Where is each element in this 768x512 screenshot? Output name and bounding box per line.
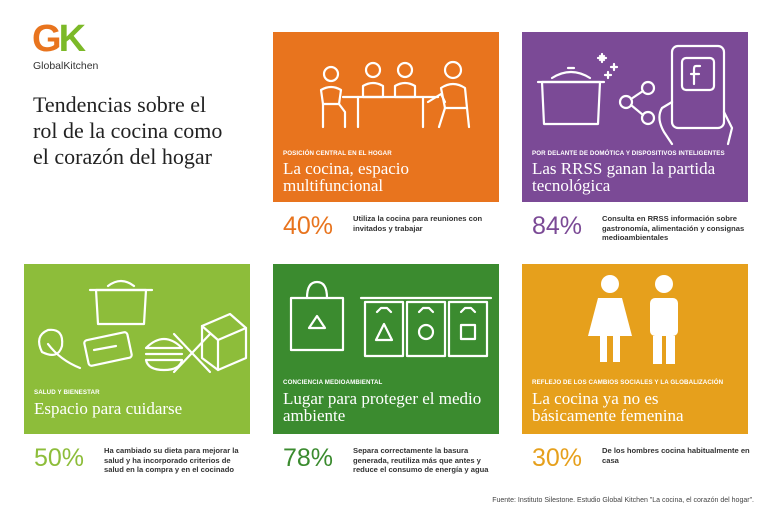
- global-kitchen-logo: GK GlobalKitchen: [32, 18, 122, 72]
- card-kicker: Reflejo de los cambios sociales y la glo…: [532, 379, 724, 386]
- stat-percent: 84%: [532, 212, 583, 240]
- stat-percent: 78%: [283, 444, 334, 472]
- stat-percent: 40%: [283, 212, 334, 240]
- card-title: Las RRSS ganan la partida tecnológica: [532, 159, 716, 195]
- card-title: Lugar para proteger el medio ambiente: [283, 389, 482, 425]
- card-title: La cocina, espacio multifuncional: [283, 159, 410, 195]
- card-kicker: Conciencia medioambiental: [283, 379, 383, 386]
- card-kicker: Posición central en el hogar: [283, 150, 392, 157]
- logo-mark: GK: [32, 18, 86, 60]
- stat-percent: 30%: [532, 444, 583, 472]
- card-title: Espacio para cuidarse: [34, 399, 183, 418]
- stat-description: Consulta en RRSS información sobre gastr…: [602, 214, 745, 242]
- logo-name: GlobalKitchen: [33, 60, 99, 72]
- card-panel: Conciencia medioambiental Lugar para pro…: [273, 264, 499, 434]
- page-headline: Tendencias sobre el rol de la cocina com…: [33, 92, 223, 169]
- stat-description: Utiliza la cocina para reuniones con inv…: [353, 214, 483, 233]
- stat-description: De los hombres cocina habitualmente en c…: [602, 446, 750, 465]
- stat-description: Ha cambiado su dieta para mejorar la sal…: [104, 446, 239, 474]
- woman-man-icon: [588, 275, 678, 364]
- card-panel: Posición central en el hogar La cocina, …: [273, 32, 499, 202]
- card-stat: 30% De los hombres cocina habitualmente …: [522, 442, 750, 478]
- card-title: La cocina ya no es básicamente femenina: [532, 389, 684, 425]
- card-stat: 40% Utiliza la cocina para reuniones con…: [273, 210, 499, 246]
- recycling-bins-icon: [289, 280, 493, 358]
- card-panel: Reflejo de los cambios sociales y la glo…: [522, 264, 748, 434]
- stat-description: Separa correctamente la basura generada,…: [353, 446, 489, 474]
- card-kicker: Salud y bienestar: [34, 389, 100, 396]
- card-stat: 84% Consulta en RRSS información sobre g…: [522, 210, 748, 246]
- pot-share-phone-icon: [536, 44, 734, 146]
- card-panel: Salud y bienestar Espacio para cuidarse: [24, 264, 250, 434]
- people-at-table-icon: [319, 60, 471, 129]
- source-note: Fuente: Instituto Silestone. Estudio Glo…: [492, 497, 754, 504]
- card-panel: Por delante de domótica y dispositivos i…: [522, 32, 748, 202]
- healthy-food-icon: [37, 279, 248, 374]
- card-stat: 78% Separa correctamente la basura gener…: [273, 442, 499, 478]
- stat-percent: 50%: [34, 444, 85, 472]
- card-stat: 50% Ha cambiado su dieta para mejorar la…: [24, 442, 250, 478]
- card-kicker: Por delante de domótica y dispositivos i…: [532, 150, 725, 157]
